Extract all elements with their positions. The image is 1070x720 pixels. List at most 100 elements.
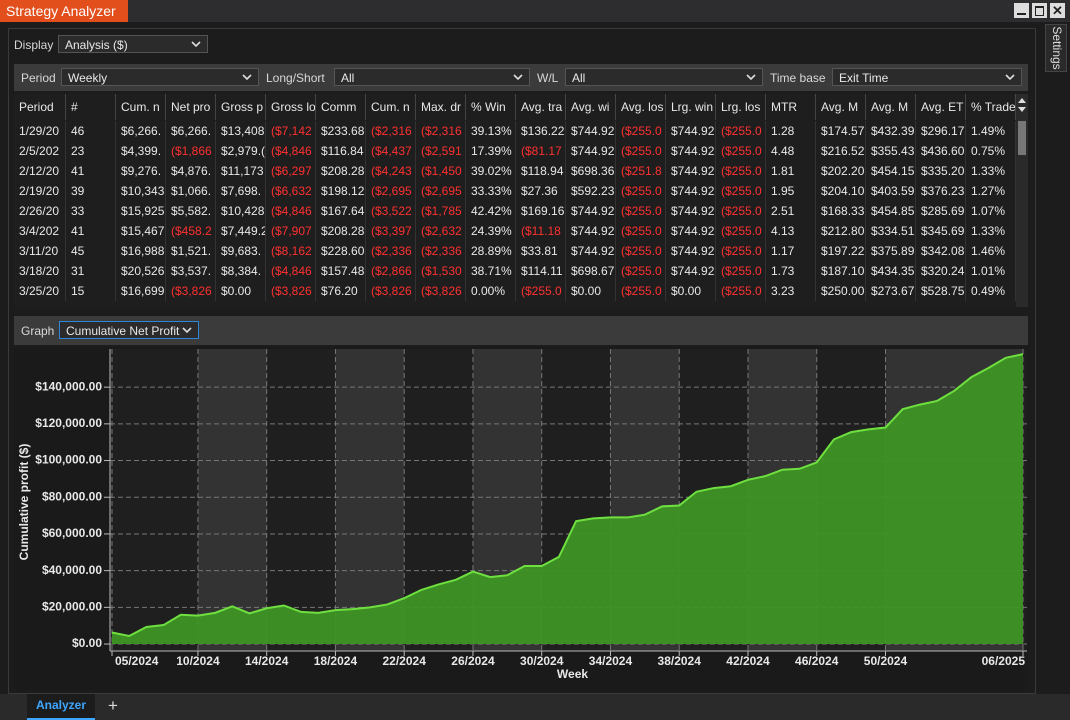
table-cell: $5,582. [166,201,216,221]
table-cell: ($255.0 [616,261,666,281]
table-cell: $187.10 [816,261,866,281]
table-cell: ($2,336 [416,241,466,261]
results-table: Period # Cum. n Net pro Gross p Gross lo Comm C… [14,94,1028,307]
column-header: Avg. M [816,94,866,120]
table-cell: ($6,297 [266,161,316,181]
x-tick-label: 46/2024 [795,654,839,668]
table-cell: 1.28 [766,121,816,141]
filter-select[interactable]: Weekly [61,68,259,86]
x-tick-label: 22/2024 [383,654,427,668]
shaded-band [197,349,267,651]
table-cell: ($1,785 [416,201,466,221]
table-cell: ($255.0 [716,181,766,201]
table-cell: ($6,632 [266,181,316,201]
table-cell: 15 [66,281,116,301]
table-cell: 4.13 [766,221,816,241]
table-cell: ($1,866 [166,141,216,161]
table-cell: $0.00 [216,281,266,301]
table-cell: 2/5/202 [14,141,66,161]
table-cell: $744.92 [666,241,716,261]
x-axis-label: Week [557,667,588,681]
y-tick-label: $20,000.00 [42,600,102,614]
table-cell: $744.92 [666,221,716,241]
table-cell: $592.23 [566,181,616,201]
close-button[interactable]: ✕ [1050,3,1065,18]
table-cell: 1.07% [966,201,1016,221]
filter-select[interactable]: Exit Time [832,68,1022,86]
table-cell: $342.08 [916,241,966,261]
graph-select[interactable]: Cumulative Net Profit [59,321,199,339]
settings-label: Settings [1050,26,1064,70]
table-cell: $375.89 [866,241,916,261]
table-cell: $345.69 [916,221,966,241]
filter-select[interactable]: All [565,68,763,86]
column-header: Gross lo [266,94,316,120]
table-cell: $10,343 [116,181,166,201]
table-cell: 1.81 [766,161,816,181]
column-header: Comm [316,94,366,120]
table-cell: $432.39 [866,121,916,141]
display-select[interactable]: Analysis ($) [58,35,208,53]
table-cell: $167.64 [316,201,366,221]
table-cell: 1.49% [966,121,1016,141]
table-cell: $334.51 [866,221,916,241]
table-cell: $208.28 [316,161,366,181]
table-cell: $744.92 [566,221,616,241]
column-header: Avg. M [866,94,916,120]
table-cell: $15,925 [116,201,166,221]
table-cell: $335.20 [916,161,966,181]
table-cell: ($11.18 [516,221,566,241]
table-cell: $744.92 [566,121,616,141]
table-cell: $434.35 [866,261,916,281]
settings-side-tab[interactable]: Settings [1045,24,1067,72]
table-cell: $0.00 [666,281,716,301]
table-cell: 1/29/20 [14,121,66,141]
table-cell: 39.02% [466,161,516,181]
table-cell: $233.68 [316,121,366,141]
maximize-button[interactable] [1032,3,1047,18]
table-cell: 42.42% [466,201,516,221]
table-cell: ($255.0 [716,221,766,241]
table-cell: $174.57 [816,121,866,141]
table-cell: $285.69 [916,201,966,221]
table-cell: ($255.0 [716,241,766,261]
minimize-button[interactable] [1014,3,1029,18]
table-cell: $0.00 [566,281,616,301]
analyzer-tab[interactable]: Analyzer [27,694,95,720]
filter-select[interactable]: All [334,68,530,86]
table-cell: $355.43 [866,141,916,161]
table-cell: $216.52 [816,141,866,161]
table-cell: ($4,846 [266,261,316,281]
table-cell: ($2,632 [416,221,466,241]
table-cell: ($7,907 [266,221,316,241]
table-cell: $296.17 [916,121,966,141]
table-cell: ($2,316 [416,121,466,141]
table-cell: $744.92 [666,161,716,181]
table-cell: 33.33% [466,181,516,201]
table-cell: $136.22 [516,121,566,141]
table-cell: 2.51 [766,201,816,221]
area-line [111,353,1024,638]
table-cell: 3/18/20 [14,261,66,281]
column-header: Cum. n [116,94,166,120]
table-cell: 39.13% [466,121,516,141]
table-cell: ($255.0 [616,281,666,301]
table-cell: $698.67 [566,261,616,281]
x-tick-label: 18/2024 [314,654,358,668]
table-scrollbar[interactable] [1016,94,1028,307]
filter-value: All [341,71,355,85]
table-cell: ($255.0 [616,241,666,261]
column-header: Period [14,94,66,120]
table-cell: $20,526 [116,261,166,281]
display-label: Display [14,38,54,52]
table-cell: $273.67 [866,281,916,301]
table-cell: $250.00 [816,281,866,301]
table-cell: 1.27% [966,181,1016,201]
table-cell: 2/26/20 [14,201,66,221]
table-cell: ($255.0 [616,121,666,141]
add-tab-button[interactable]: + [108,696,118,715]
column-header: Avg. los [616,94,666,120]
chevron [1005,74,1015,81]
y-tick-label: $140,000.00 [35,379,102,393]
table-cell: 1.95 [766,181,816,201]
